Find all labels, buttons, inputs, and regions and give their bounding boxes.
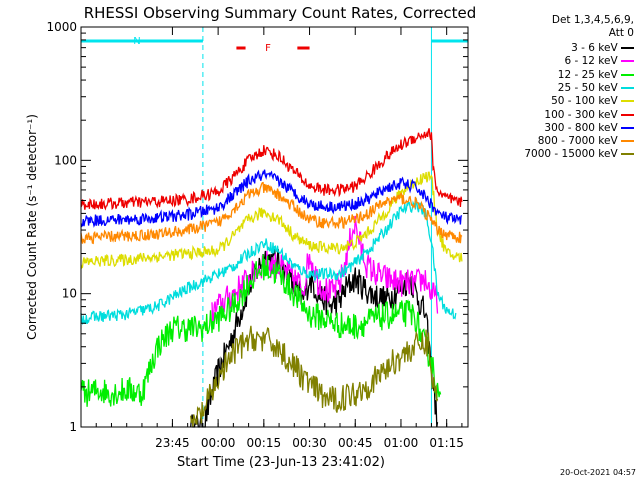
- legend-entry: 6 - 12 keV: [564, 55, 634, 68]
- y-tick-label: 1000: [46, 20, 77, 34]
- legend-header: Det 1,3,4,5,6,9,: [551, 14, 634, 26]
- legend-swatch: [621, 47, 634, 49]
- legend-swatch: [621, 86, 634, 89]
- x-tick-label: 00:00: [201, 436, 236, 450]
- footer-date: 20-Oct-2021 04:57: [560, 468, 636, 477]
- legend-label: 3 - 6 keV: [571, 42, 621, 54]
- chart-title: RHESSI Observing Summary Count Rates, Co…: [84, 4, 477, 22]
- series-line: [80, 198, 457, 326]
- legend-entry: 800 - 7000 keV: [538, 135, 634, 148]
- axes-layer: 23:45 00:00 00:15 00:30 00:45 01:00 01:15 1 10 10…: [46, 20, 468, 450]
- legend-label: 25 - 50 keV: [557, 81, 621, 94]
- x-tick-label: 00:15: [247, 436, 282, 450]
- y-tick-label: 100: [54, 153, 77, 167]
- series-line: [80, 128, 463, 211]
- plot-frame: [80, 26, 469, 428]
- x-tick-label: 01:00: [384, 436, 419, 450]
- x-axis-label: Start Time (23-Jun-13 23:41:02): [177, 455, 385, 470]
- series-line: [190, 325, 439, 428]
- legend-label: 6 - 12 keV: [564, 55, 621, 68]
- legend-swatch: [621, 73, 634, 76]
- legend-label: 300 - 800 keV: [544, 121, 621, 134]
- legend-swatch: [621, 153, 634, 156]
- series-line: [80, 171, 463, 269]
- legend-swatch: [621, 113, 634, 116]
- y-tick-label: 10: [62, 287, 77, 301]
- x-tick-label: 00:45: [338, 436, 373, 450]
- series-layer: [80, 128, 463, 428]
- x-tick-label: 00:30: [292, 436, 327, 450]
- series-line: [80, 254, 442, 407]
- series-line: [80, 169, 463, 228]
- flare-label: F: [265, 43, 271, 54]
- legend-label: 100 - 300 keV: [544, 108, 621, 121]
- legend-label: 7000 - 15000 keV: [524, 148, 621, 161]
- legend-label: 50 - 100 keV: [551, 95, 621, 108]
- legend-swatch: [621, 60, 634, 63]
- regions-layer: [80, 27, 469, 427]
- legend-swatch: [621, 126, 634, 129]
- series-line: [80, 181, 463, 245]
- x-tick-label: 01:15: [429, 436, 464, 450]
- x-tick-label: 23:45: [155, 436, 190, 450]
- legend-swatch: [621, 100, 634, 103]
- legend-entry: 7000 - 15000 keV: [524, 148, 634, 161]
- legend-header: Att 0: [608, 27, 634, 39]
- legend-entry: 300 - 800 keV: [544, 122, 634, 135]
- legend-entry: 12 - 25 keV: [558, 69, 634, 82]
- legend-entry: 100 - 300 keV: [544, 109, 634, 122]
- legend-swatch: [621, 140, 634, 143]
- y-tick-label: 1: [69, 420, 77, 434]
- night-label: N: [133, 36, 140, 47]
- legend-entry: 50 - 100 keV: [551, 95, 634, 108]
- legend-label: 800 - 7000 keV: [537, 135, 621, 148]
- legend-label: 12 - 25 keV: [557, 68, 621, 81]
- legend-entry: 25 - 50 keV: [558, 82, 634, 95]
- legend-entry: 3 - 6 keV: [571, 42, 634, 55]
- y-axis-label: Corrected Count Rate (s⁻¹ detector⁻¹): [25, 114, 39, 340]
